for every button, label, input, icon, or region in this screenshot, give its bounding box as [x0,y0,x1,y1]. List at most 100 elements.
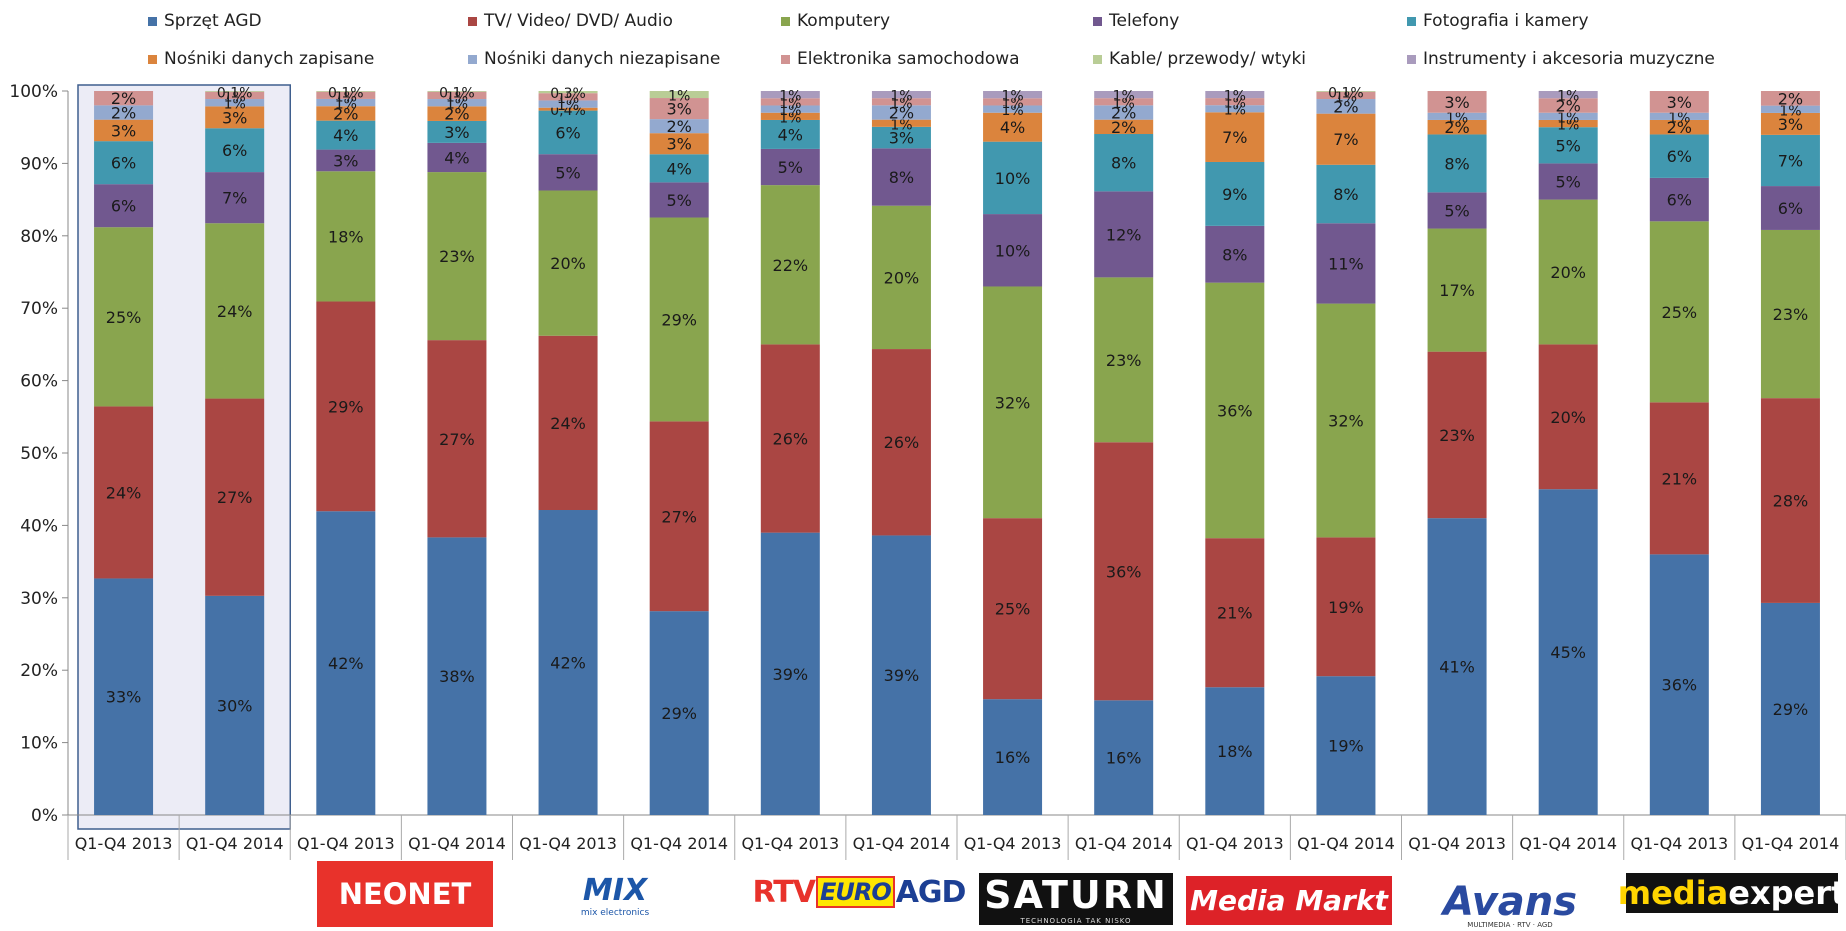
mediaexpert-logo: media expert [1618,873,1846,913]
bar-segment [1094,134,1154,192]
bar-segment [871,105,931,120]
legend-item: Instrumenty i akcesoria muzyczne [1407,49,1715,69]
bar-data-label: 8% [1444,154,1469,173]
bar-data-label: 8% [1333,185,1358,204]
bar-data-label: 20% [1550,263,1586,282]
bar-data-label: 10% [995,241,1031,260]
bar-segment [760,105,820,113]
saturn-logo-subtext: TECHNOLOGIA TAK NISKO [1020,917,1132,925]
bar-segment [538,154,598,191]
legend-item: Sprzęt AGD [148,11,262,31]
bar-segment [1649,221,1709,403]
bar-data-label: 17% [1439,281,1475,300]
avans-logo-subtext: MULTIMEDIA · RTV · AGD [1467,921,1553,929]
bar-data-label: 1% [446,97,468,113]
bar-segment [1427,119,1487,135]
x-tick-label: Q1-Q4 2013 [964,834,1062,853]
legend-swatch [1407,16,1416,26]
bar-segment [1205,687,1265,815]
bar-data-label: 42% [328,654,364,673]
bar-segment [1649,134,1709,178]
x-tick-label: Q1-Q4 2013 [297,834,395,853]
legend-label: Elektronika samochodowa [797,49,1020,69]
bar-data-label: 1% [1446,110,1468,126]
bar-segment [1094,277,1154,443]
bar-data-label: 32% [995,393,1031,412]
bar-data-label: 1% [1001,96,1023,112]
bar-segment [1094,91,1154,99]
bar-data-label: 3% [1444,93,1469,112]
bar-data-label: 1% [1779,103,1801,119]
bar-segment [1760,134,1820,187]
x-tick-label: Q1-Q4 2013 [741,834,839,853]
bar-data-label: 1% [1001,103,1023,119]
media-markt-logo: Media Markt [1186,876,1392,925]
bar-segment [1094,119,1154,135]
bar-data-label: 1% [890,117,912,133]
legend-item: Fotografia i kamery [1407,11,1589,31]
bar-data-label: 16% [995,748,1031,767]
bar-segment [1316,676,1376,815]
bar-data-label: 6% [1667,147,1692,166]
x-tick-label: Q1-Q4 2013 [519,834,617,853]
bar-data-label: 36% [1662,676,1698,695]
bar-data-label: 25% [106,308,142,327]
bar-segment [649,182,709,218]
bar-segment [760,91,820,99]
bar-data-label: 2% [1667,118,1692,137]
y-tick-label: 40% [20,516,58,536]
legend-swatch [468,16,477,26]
legend-item: Nośniki danych zapisane [148,49,374,69]
bar-segment [983,98,1043,106]
bar-segment [1316,537,1376,677]
bar-segment [983,286,1043,519]
bar-segment [983,91,1043,99]
bar-segment [316,511,376,815]
bar-data-label: 8% [889,168,914,187]
bar-data-label: 23% [1773,305,1809,324]
legend-label: Komputery [797,11,891,31]
bar-data-label: 6% [555,123,580,142]
bar-segment [983,699,1043,815]
bar-segment [1427,134,1487,193]
x-tick-label: Q1-Q4 2014 [1297,834,1395,853]
bar-segment [427,340,487,538]
bar-data-label: 32% [1328,411,1364,430]
x-tick-label: Q1-Q4 2014 [853,834,951,853]
bar-segment [1094,98,1154,106]
bar-segment [1094,442,1154,701]
x-tick-label: Q1-Q4 2013 [1630,834,1728,853]
legend-swatch [1093,54,1102,64]
bar-segment [649,611,709,815]
bar-data-label: 8% [1222,245,1247,264]
legend-label: Sprzęt AGD [164,11,262,31]
y-tick-label: 20% [20,661,58,681]
legend-swatch [148,54,157,64]
bar-segment [1205,105,1265,113]
bar-segment [1205,538,1265,688]
bar-data-label: 24% [550,414,586,433]
bar-data-label: 7% [1222,128,1247,147]
bar-segment [983,518,1043,700]
bar-segment [1649,119,1709,135]
bar-data-label: 5% [666,191,691,210]
bar-data-label: 2% [889,104,914,123]
bar-data-label: 1% [779,110,801,126]
legend-label: TV/ Video/ DVD/ Audio [484,11,673,31]
bar-data-label: 20% [550,254,586,273]
bar-segment [1094,105,1154,120]
rtv-logo-part-b: EURO [815,876,895,908]
legend-label: Telefony [1109,11,1180,31]
bar-segment [649,91,709,99]
bar-segment [538,93,598,101]
bar-data-label: 22% [773,256,809,275]
bar-segment [649,98,709,120]
bar-segment [316,106,376,121]
avans-logo: Avans MULTIMEDIA · RTV · AGD [1442,880,1578,931]
bar-data-label: 29% [661,704,697,723]
bar-data-label: 18% [1217,742,1253,761]
bar-data-label: 0,3% [550,86,586,102]
bar-data-label: 29% [328,397,364,416]
bar-segment [1316,99,1376,114]
bar-data-label: 2% [444,105,469,124]
